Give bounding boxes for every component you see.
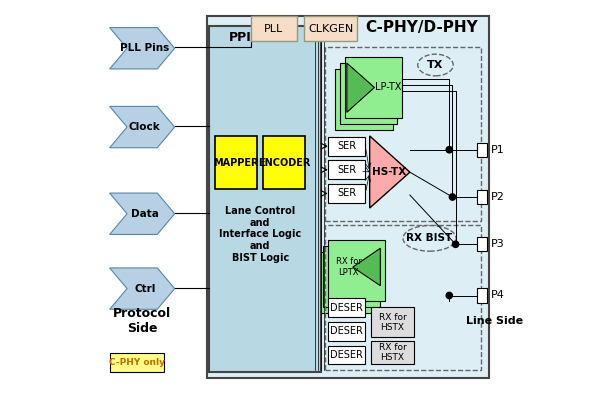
Text: P3: P3	[490, 239, 504, 249]
Polygon shape	[110, 106, 175, 148]
Text: PLL Pins: PLL Pins	[120, 43, 169, 53]
Text: DESER: DESER	[330, 326, 363, 336]
Text: PLL: PLL	[264, 24, 283, 34]
Text: Line Side: Line Side	[466, 316, 523, 326]
Bar	[207, 16, 489, 378]
Bar	[328, 137, 365, 156]
Bar	[304, 16, 358, 41]
Bar	[215, 136, 257, 189]
Bar	[319, 252, 376, 313]
Text: BIST Logic: BIST Logic	[231, 253, 289, 263]
Bar	[340, 63, 397, 124]
Text: and: and	[250, 217, 270, 228]
Bar	[477, 143, 487, 157]
Text: P1: P1	[490, 145, 504, 155]
Text: RX for
HSTX: RX for HSTX	[379, 312, 407, 332]
Text: and: and	[250, 241, 270, 251]
Polygon shape	[347, 63, 375, 112]
Bar	[263, 136, 305, 189]
Circle shape	[449, 194, 456, 200]
Text: C-PHY only: C-PHY only	[109, 359, 165, 367]
Text: PPI: PPI	[229, 31, 251, 44]
Text: CLKGEN: CLKGEN	[308, 24, 353, 34]
Bar	[328, 160, 365, 179]
Polygon shape	[110, 193, 175, 234]
Bar	[345, 57, 402, 118]
Ellipse shape	[418, 54, 453, 76]
Text: Data: Data	[131, 209, 158, 219]
Text: Interface Logic: Interface Logic	[219, 229, 301, 240]
Polygon shape	[370, 136, 410, 208]
Text: P4: P4	[490, 290, 504, 301]
Text: TX: TX	[427, 60, 444, 70]
Bar	[328, 240, 385, 301]
Bar	[251, 16, 297, 41]
Text: Ctrl: Ctrl	[134, 284, 155, 294]
Text: Clock: Clock	[129, 122, 161, 132]
Bar	[209, 26, 321, 372]
Circle shape	[446, 147, 452, 153]
Text: DESER: DESER	[330, 350, 363, 360]
Bar	[325, 47, 481, 221]
Text: SER: SER	[337, 165, 356, 175]
Bar	[323, 246, 381, 307]
Text: RX for
LPTX: RX for LPTX	[336, 257, 362, 277]
Bar	[328, 184, 365, 203]
Text: DESER: DESER	[330, 303, 363, 313]
Text: RX BIST: RX BIST	[407, 233, 453, 243]
Text: P2: P2	[490, 192, 504, 202]
Bar	[328, 346, 365, 364]
Text: Protocol
Side: Protocol Side	[113, 307, 171, 335]
Ellipse shape	[403, 225, 456, 251]
Text: ENCODER: ENCODER	[258, 158, 310, 168]
Circle shape	[452, 241, 459, 247]
Text: C-PHY/D-PHY: C-PHY/D-PHY	[365, 20, 478, 35]
Bar	[371, 341, 414, 364]
Text: MAPPER: MAPPER	[213, 158, 259, 168]
Bar	[336, 69, 393, 130]
Bar	[325, 225, 481, 370]
Bar	[110, 353, 164, 372]
Text: RX for
HSTX: RX for HSTX	[379, 343, 407, 362]
Bar	[328, 322, 365, 341]
Bar	[477, 190, 487, 204]
Polygon shape	[110, 268, 175, 309]
Text: SER: SER	[337, 188, 356, 199]
Text: LP-TX: LP-TX	[375, 82, 401, 93]
Text: HS-TX: HS-TX	[372, 167, 407, 177]
Circle shape	[446, 292, 452, 299]
Bar	[477, 288, 487, 303]
Text: SER: SER	[337, 141, 356, 151]
Bar	[328, 298, 365, 317]
Polygon shape	[110, 28, 175, 69]
Polygon shape	[353, 248, 381, 286]
Text: Lane Control: Lane Control	[225, 206, 295, 216]
Bar	[477, 237, 487, 251]
Bar	[371, 307, 414, 337]
